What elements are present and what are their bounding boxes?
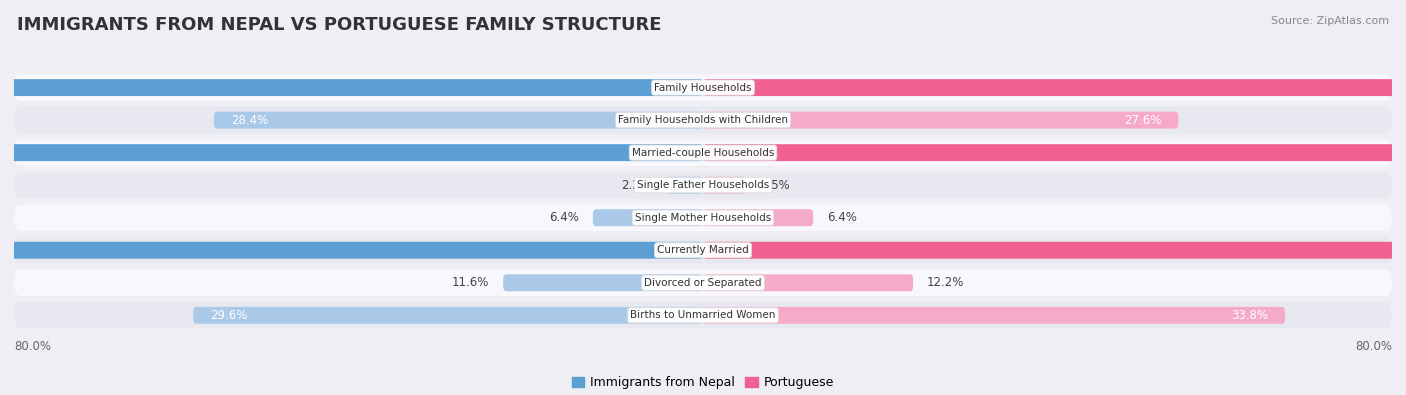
Text: Married-couple Households: Married-couple Households <box>631 148 775 158</box>
FancyBboxPatch shape <box>703 307 1285 324</box>
Text: Currently Married: Currently Married <box>657 245 749 255</box>
Text: 28.4%: 28.4% <box>231 114 269 127</box>
FancyBboxPatch shape <box>14 302 1392 329</box>
FancyBboxPatch shape <box>0 242 703 259</box>
FancyBboxPatch shape <box>703 274 912 291</box>
FancyBboxPatch shape <box>703 79 1406 96</box>
FancyBboxPatch shape <box>14 139 1392 166</box>
FancyBboxPatch shape <box>0 79 703 96</box>
FancyBboxPatch shape <box>14 107 1392 134</box>
Text: Family Households: Family Households <box>654 83 752 92</box>
FancyBboxPatch shape <box>703 209 813 226</box>
Text: 29.6%: 29.6% <box>211 309 247 322</box>
FancyBboxPatch shape <box>503 274 703 291</box>
Text: 2.5%: 2.5% <box>759 179 790 192</box>
FancyBboxPatch shape <box>193 307 703 324</box>
FancyBboxPatch shape <box>14 269 1392 296</box>
Text: 2.2%: 2.2% <box>621 179 651 192</box>
Text: Source: ZipAtlas.com: Source: ZipAtlas.com <box>1271 16 1389 26</box>
Legend: Immigrants from Nepal, Portuguese: Immigrants from Nepal, Portuguese <box>567 371 839 394</box>
FancyBboxPatch shape <box>665 177 703 194</box>
Text: Family Households with Children: Family Households with Children <box>619 115 787 125</box>
FancyBboxPatch shape <box>14 204 1392 231</box>
FancyBboxPatch shape <box>703 177 747 194</box>
FancyBboxPatch shape <box>703 144 1406 161</box>
Text: 33.8%: 33.8% <box>1230 309 1268 322</box>
Text: Single Father Households: Single Father Households <box>637 180 769 190</box>
Text: 27.6%: 27.6% <box>1123 114 1161 127</box>
Text: 6.4%: 6.4% <box>550 211 579 224</box>
Text: 80.0%: 80.0% <box>14 340 51 353</box>
FancyBboxPatch shape <box>593 209 703 226</box>
FancyBboxPatch shape <box>703 242 1406 259</box>
Text: 12.2%: 12.2% <box>927 276 965 289</box>
FancyBboxPatch shape <box>14 74 1392 101</box>
Text: Divorced or Separated: Divorced or Separated <box>644 278 762 288</box>
FancyBboxPatch shape <box>14 172 1392 199</box>
Text: IMMIGRANTS FROM NEPAL VS PORTUGUESE FAMILY STRUCTURE: IMMIGRANTS FROM NEPAL VS PORTUGUESE FAMI… <box>17 16 661 34</box>
Text: 6.4%: 6.4% <box>827 211 856 224</box>
FancyBboxPatch shape <box>214 112 703 129</box>
Text: 80.0%: 80.0% <box>1355 340 1392 353</box>
FancyBboxPatch shape <box>14 237 1392 263</box>
FancyBboxPatch shape <box>0 144 703 161</box>
Text: Single Mother Households: Single Mother Households <box>636 213 770 223</box>
Text: 11.6%: 11.6% <box>453 276 489 289</box>
Text: Births to Unmarried Women: Births to Unmarried Women <box>630 310 776 320</box>
FancyBboxPatch shape <box>703 112 1178 129</box>
